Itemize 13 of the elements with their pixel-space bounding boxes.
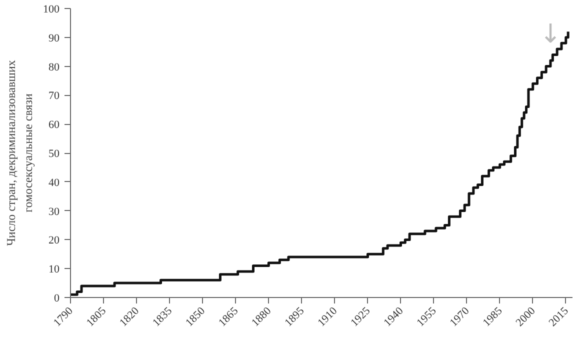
y-tick-label: 100 [43,4,60,16]
y-axis-title: Число стран, декриминализовавших гомосексуальные связи [4,60,35,246]
annotation: ↓ [540,20,562,50]
y-tick-label: 70 [48,90,60,102]
y-tick-label: 10 [48,264,60,276]
y-tick-label: 50 [48,148,60,160]
y-tick-label: 60 [48,119,60,132]
y-tick-label: 90 [48,32,60,44]
y-tick-label: 30 [48,206,60,218]
y-tick-label: 80 [48,61,60,74]
y-tick-label: 20 [48,234,60,247]
y-tick-label: 40 [48,176,60,189]
y-tick-label: 0 [54,292,60,304]
